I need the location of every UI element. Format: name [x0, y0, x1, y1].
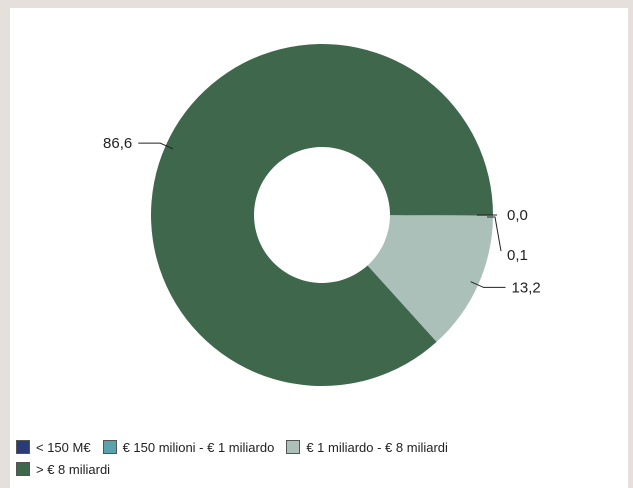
legend-swatch-1b-8b	[286, 440, 301, 454]
slice-1b-8b[interactable]	[367, 215, 493, 342]
legend-row: < 150 M€ € 150 milioni - € 1 miliardo € …	[16, 436, 616, 458]
data-label-lt-150m: 0,0	[507, 207, 528, 224]
legend-swatch-lt-150m	[16, 440, 30, 454]
legend-swatch-150m-1b	[102, 440, 117, 454]
slice-150m-1b[interactable]	[389, 215, 493, 217]
legend-label-1b-8b: € 1 miliardo - € 8 miliardi	[306, 439, 448, 455]
legend-swatch-gt-8b	[16, 462, 30, 476]
leader-line-1b-8b	[470, 281, 506, 288]
legend-item-lt-150m[interactable]: < 150 M€	[16, 440, 91, 455]
legend-row: > € 8 miliardi	[16, 458, 616, 480]
leader-line-gt-8b	[138, 142, 174, 150]
legend-label-150m-1b: € 150 milioni - € 1 miliardo	[122, 439, 275, 455]
chart-legend: < 150 M€ € 150 milioni - € 1 miliardo € …	[16, 436, 616, 480]
data-label-150m-1b: 0,1	[507, 247, 528, 264]
donut-chart: 0,0 0,1 13,2 86,6	[103, 44, 541, 387]
data-label-1b-8b: 13,2	[512, 279, 541, 296]
leader-line-150m-1b	[487, 216, 502, 252]
chart-card: 0,0 0,1 13,2 86,6 < 150 M€ € 150 milioni - …	[10, 8, 628, 488]
data-label-gt-8b: 86,6	[103, 135, 132, 152]
legend-label-lt-150m: < 150 M€	[36, 439, 91, 455]
legend-item-150m-1b[interactable]: € 150 milioni - € 1 miliardo	[102, 439, 275, 455]
legend-label-gt-8b: > € 8 miliardi	[36, 461, 111, 477]
legend-item-gt-8b[interactable]: > € 8 miliardi	[16, 462, 110, 477]
legend-item-1b-8b[interactable]: € 1 miliardo - € 8 miliardi	[286, 440, 448, 455]
slice-gt-8b[interactable]	[151, 44, 494, 387]
